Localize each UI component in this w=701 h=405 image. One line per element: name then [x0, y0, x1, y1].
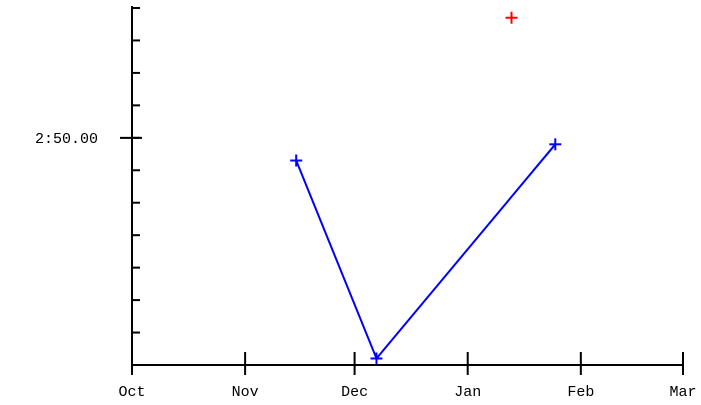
axes: Oct Nov Dec Jan Feb Mar 2:50.00	[35, 6, 697, 401]
x-tick-label: Oct	[118, 384, 145, 401]
data-point-marker	[290, 154, 303, 167]
series-layer	[290, 11, 562, 365]
data-point-marker	[549, 138, 562, 151]
y-tick-label: 2:50.00	[35, 131, 98, 148]
data-point-marker	[505, 11, 518, 24]
series-line-0	[295, 143, 557, 361]
x-tick-label: Dec	[341, 384, 368, 401]
x-tick-label: Nov	[232, 384, 259, 401]
x-tick-label: Mar	[669, 384, 696, 401]
data-point-marker	[370, 352, 383, 365]
x-tick-label: Feb	[567, 384, 594, 401]
x-tick-label: Jan	[454, 384, 481, 401]
